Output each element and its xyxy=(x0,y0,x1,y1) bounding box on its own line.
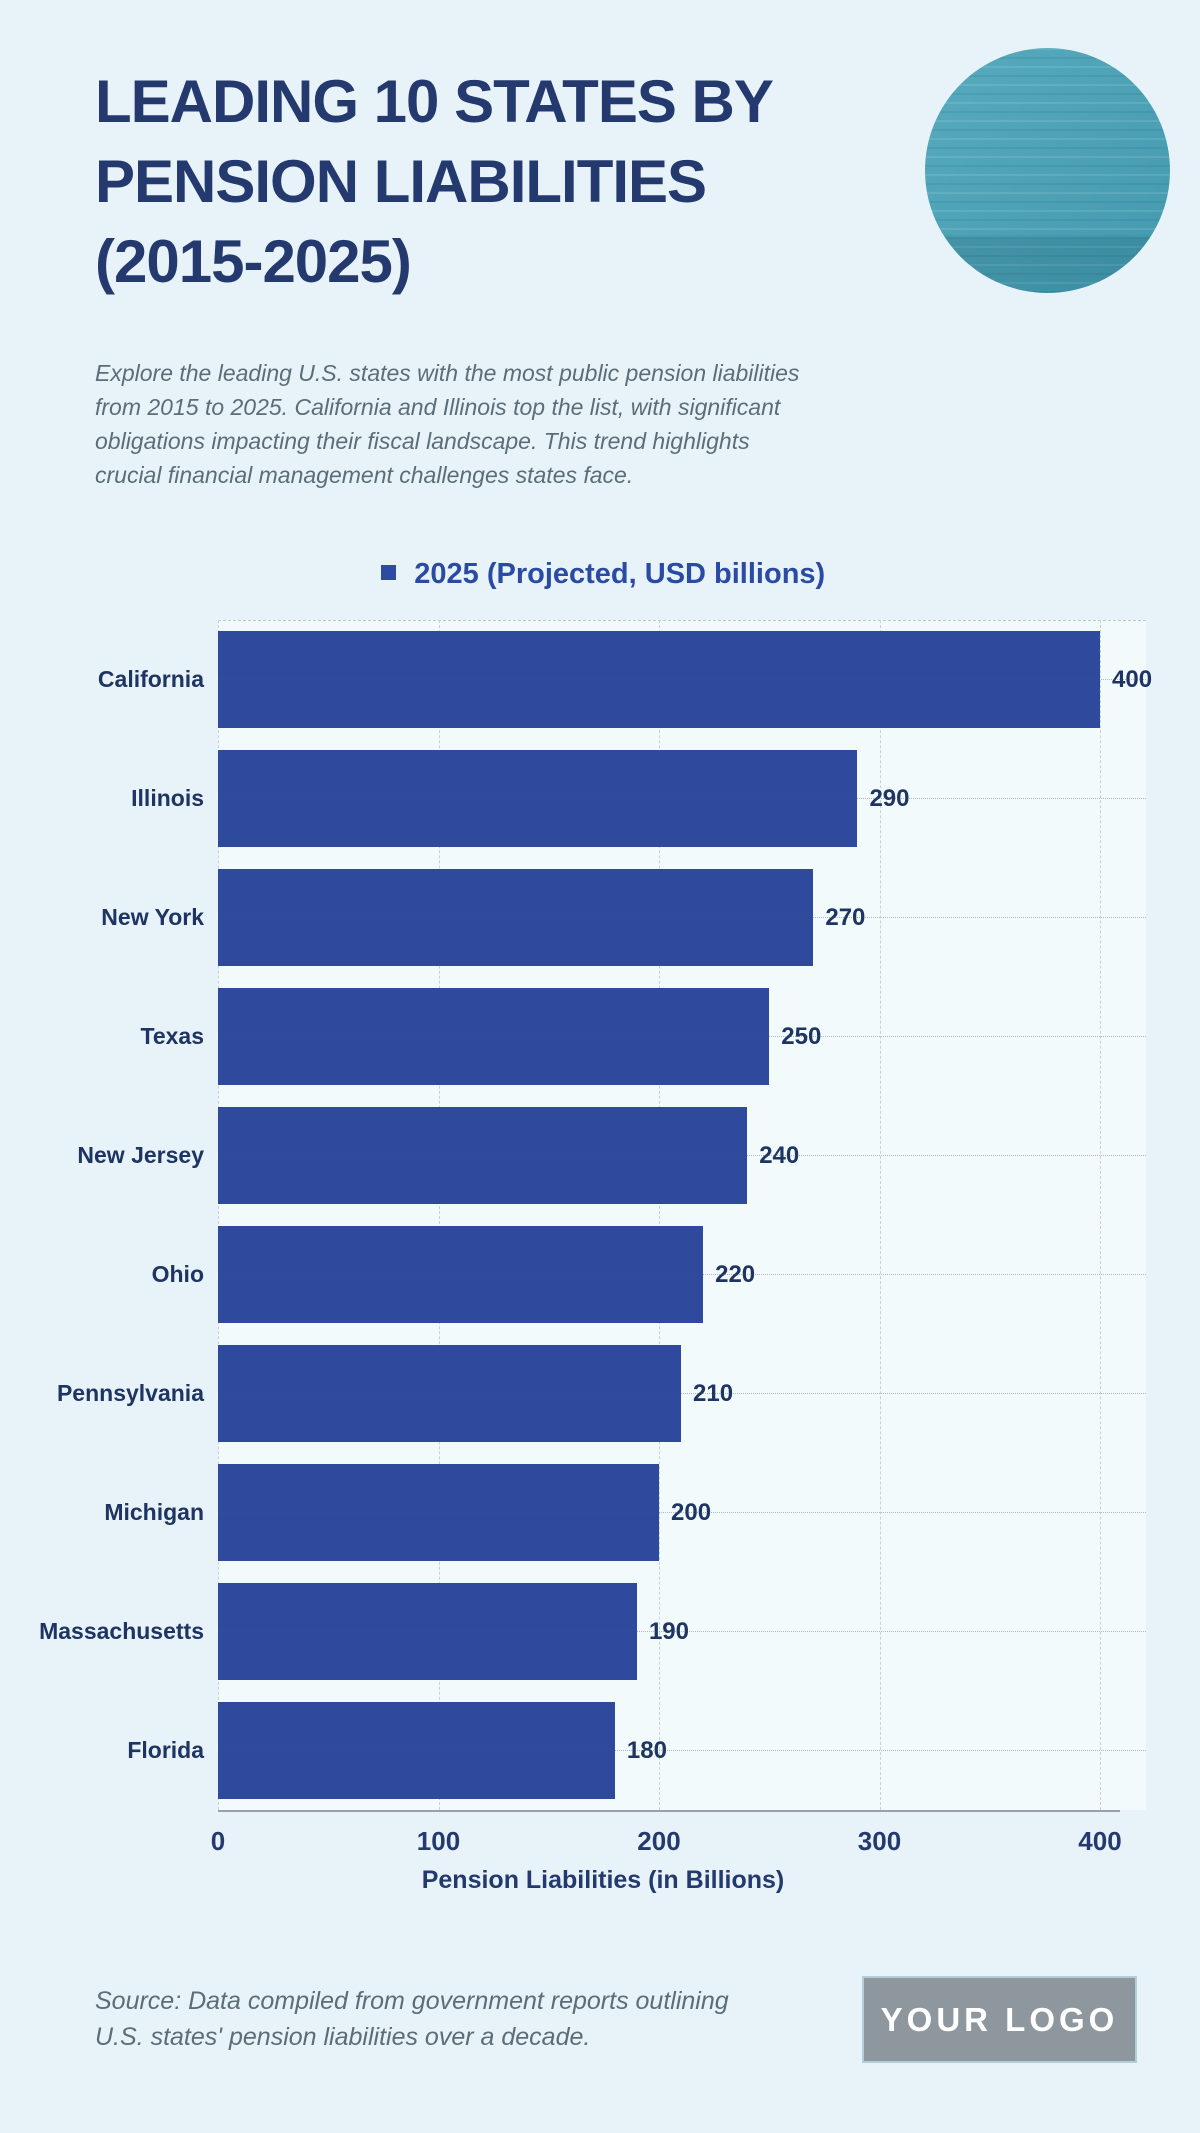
bar xyxy=(218,750,858,847)
page-title: LEADING 10 STATES BY PENSION LIABILITIES… xyxy=(95,62,774,302)
gridline-row xyxy=(218,798,1146,799)
source-line-1: Source: Data compiled from government re… xyxy=(95,1987,729,2015)
bar xyxy=(218,1345,682,1442)
page-title-line-1: LEADING 10 STATES BY xyxy=(95,68,774,135)
value-label: 210 xyxy=(693,1379,734,1407)
value-label: 200 xyxy=(671,1498,712,1526)
category-label: New Jersey xyxy=(77,1142,204,1168)
gridline-x-300 xyxy=(879,620,881,1810)
category-label: Massachusetts xyxy=(39,1618,204,1644)
value-label: 240 xyxy=(759,1141,800,1169)
bar-row: Massachusetts 190 xyxy=(39,1572,1146,1691)
bar-row: Michigan 200 xyxy=(60,1453,1146,1572)
bar xyxy=(218,869,814,966)
value-label: 270 xyxy=(825,903,866,931)
bar-row: New Jersey 240 xyxy=(60,1096,1146,1215)
logo-placeholder: YOUR LOGO xyxy=(862,1976,1137,2063)
bar-row: Texas 250 xyxy=(60,977,1146,1096)
legend-label: 2025 (Projected, USD billions) xyxy=(414,558,826,590)
category-label: California xyxy=(97,666,204,692)
legend-swatch-icon xyxy=(380,565,396,580)
bar-row: California 400 xyxy=(60,620,1152,739)
gridline-row xyxy=(218,1274,1146,1275)
page-title-line-3: (2015-2025) xyxy=(95,228,412,295)
bar-row: New York 270 xyxy=(60,858,1146,977)
value-label: 190 xyxy=(648,1617,689,1645)
bar xyxy=(218,1464,659,1561)
bar-row: Ohio 220 xyxy=(60,1215,1146,1334)
gridline-x-400 xyxy=(1100,620,1101,1810)
gridline-row xyxy=(218,1631,1146,1632)
bar-row: Pennsylvania 210 xyxy=(56,1334,1146,1453)
bar xyxy=(218,631,1100,728)
bar xyxy=(218,988,770,1085)
x-axis-title: Pension Liabilities (in Billions) xyxy=(421,1866,785,1894)
gridline-row xyxy=(218,1512,1146,1513)
category-label: Pennsylvania xyxy=(56,1380,204,1406)
x-tick-label: 400 xyxy=(1078,1826,1122,1856)
intro-line-4: crucial financial management challenges … xyxy=(95,462,634,488)
intro-paragraph: Explore the leading U.S. states with the… xyxy=(95,356,799,492)
category-label: Illinois xyxy=(131,785,204,811)
x-tick-label: 0 xyxy=(210,1826,226,1856)
gridline-x-100 xyxy=(438,620,440,1810)
gridline-x-200 xyxy=(659,620,660,1810)
gridline-row xyxy=(218,917,1146,918)
value-label: 400 xyxy=(1112,665,1153,693)
bar xyxy=(218,1583,637,1680)
source-note: Source: Data compiled from government re… xyxy=(95,1983,729,2055)
gridline-row xyxy=(218,1750,1146,1751)
value-label: 290 xyxy=(869,784,910,812)
gridline-row xyxy=(218,1155,1146,1156)
category-label: Ohio xyxy=(151,1261,204,1287)
value-label: 250 xyxy=(781,1022,822,1050)
x-tick-label: 200 xyxy=(637,1826,681,1856)
source-line-2: U.S. states' pension liabilities over a … xyxy=(95,2023,591,2051)
category-label: Michigan xyxy=(104,1499,204,1525)
bar xyxy=(218,1702,615,1799)
bar xyxy=(218,1226,704,1323)
brand-photo-circle xyxy=(925,48,1170,293)
gridline-row xyxy=(218,1393,1146,1394)
bar-row: Florida 180 xyxy=(60,1691,1146,1810)
gridline-row xyxy=(218,1036,1146,1037)
category-label: Texas xyxy=(140,1023,204,1049)
chart-legend: 2025 (Projected, USD billions) xyxy=(60,558,1146,591)
bar-row: Illinois 290 xyxy=(60,739,1146,858)
page-title-line-2: PENSION LIABILITIES xyxy=(95,148,707,215)
intro-line-1: Explore the leading U.S. states with the… xyxy=(95,360,800,386)
bar xyxy=(218,1107,748,1204)
intro-line-2: from 2015 to 2025. California and Illino… xyxy=(95,394,781,420)
logo-text: YOUR LOGO xyxy=(880,2000,1119,2038)
gridline-x-0 xyxy=(218,620,219,1810)
value-label: 220 xyxy=(715,1260,756,1288)
intro-line-3: obligations impacting their fiscal lands… xyxy=(95,428,750,454)
category-label: New York xyxy=(101,904,204,930)
bar-chart: California 400 Illinois 290 New York 270 Texas… xyxy=(39,620,1152,1856)
category-label: Florida xyxy=(127,1737,204,1763)
x-axis-line xyxy=(218,1810,1120,1812)
x-tick-label: 100 xyxy=(416,1826,461,1856)
value-label: 180 xyxy=(626,1736,667,1764)
x-tick-label: 300 xyxy=(857,1826,902,1856)
gridline-row xyxy=(218,679,1146,680)
